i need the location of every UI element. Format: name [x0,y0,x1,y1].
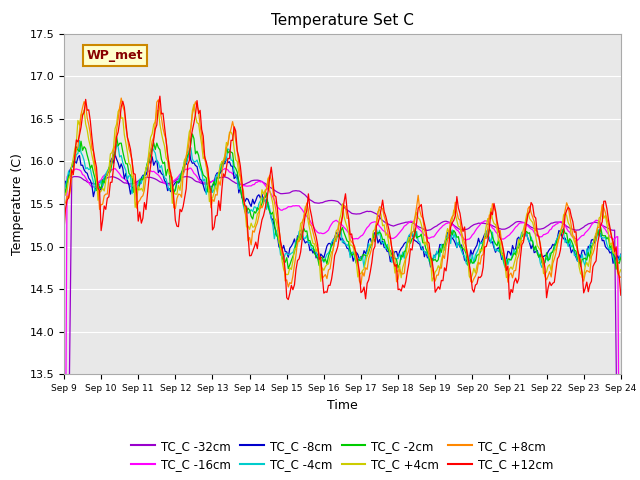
TC_C -2cm [76,149,83,155]
TC_C +12cm [617,292,625,298]
TC_C +8cm [412,214,419,219]
TC_C -2cm [617,255,625,261]
TC_C -16cm [397,228,405,233]
TC_C -16cm [550,223,558,228]
Line: TC_C +12cm: TC_C +12cm [64,96,621,300]
TC_C +4cm [552,247,559,252]
TC_C -8cm [186,148,193,154]
TC_C -8cm [410,236,417,242]
TC_C +4cm [190,101,198,107]
TC_C -2cm [397,252,405,258]
TC_C -8cm [164,188,172,193]
TC_C -16cm [379,227,387,233]
TC_C +8cm [117,95,125,101]
TC_C -4cm [552,239,559,244]
TC_C -4cm [77,150,85,156]
TC_C -2cm [410,236,417,241]
TC_C -32cm [165,180,173,186]
TC_C -16cm [76,167,83,173]
TC_C -2cm [379,237,387,242]
TC_C -8cm [617,251,625,257]
TC_C -4cm [397,257,405,263]
TC_C -32cm [379,217,387,223]
TC_C +8cm [284,284,292,290]
TC_C +4cm [617,267,625,273]
TC_C -4cm [379,241,387,247]
TC_C -2cm [60,183,68,189]
TC_C -16cm [410,219,417,225]
TC_C +12cm [399,282,406,288]
TC_C +8cm [399,271,406,277]
TC_C +12cm [284,297,292,302]
TC_C -8cm [397,245,405,251]
TC_C -2cm [164,167,172,172]
TC_C -16cm [187,165,195,171]
Line: TC_C +4cm: TC_C +4cm [64,104,621,281]
TC_C +12cm [60,227,68,233]
TC_C -32cm [77,175,85,180]
TC_C +12cm [156,93,164,99]
TC_C -8cm [60,190,68,195]
TC_C -4cm [538,264,546,270]
TC_C +8cm [617,274,625,280]
Line: TC_C -2cm: TC_C -2cm [64,134,621,269]
Line: TC_C -8cm: TC_C -8cm [64,151,621,267]
TC_C +4cm [164,158,172,164]
TC_C -4cm [76,138,83,144]
TC_C +8cm [60,200,68,205]
TC_C +8cm [380,213,388,219]
TC_C +12cm [380,209,388,215]
TC_C -16cm [164,182,172,188]
TC_C -4cm [410,234,417,240]
TC_C -32cm [71,174,79,180]
Line: TC_C +8cm: TC_C +8cm [64,98,621,287]
TC_C -4cm [617,252,625,258]
TC_C +12cm [165,165,173,171]
TC_C -8cm [552,239,559,245]
TC_C -8cm [76,153,83,158]
Y-axis label: Temperature (C): Temperature (C) [11,153,24,255]
TC_C +12cm [412,229,419,235]
TC_C -32cm [410,220,417,226]
TC_C +4cm [317,278,324,284]
TC_C +4cm [399,264,406,270]
TC_C +4cm [380,222,388,228]
Line: TC_C -4cm: TC_C -4cm [64,141,621,267]
TC_C +12cm [76,132,83,138]
TC_C +4cm [60,189,68,194]
Title: Temperature Set C: Temperature Set C [271,13,414,28]
TC_C +12cm [552,268,559,274]
TC_C -8cm [427,264,435,270]
Line: TC_C -32cm: TC_C -32cm [64,177,621,480]
TC_C +8cm [552,251,559,256]
TC_C +8cm [165,160,173,166]
TC_C -8cm [379,238,387,244]
TC_C -2cm [612,266,620,272]
Text: WP_met: WP_met [86,49,143,62]
TC_C -4cm [60,185,68,191]
TC_C +4cm [76,122,83,128]
TC_C +8cm [76,128,83,134]
X-axis label: Time: Time [327,399,358,412]
TC_C -4cm [165,187,173,193]
TC_C -32cm [550,219,558,225]
Line: TC_C -16cm: TC_C -16cm [64,168,621,480]
TC_C -2cm [550,242,558,248]
TC_C -32cm [397,221,405,227]
TC_C +4cm [412,215,419,220]
Legend: TC_C -32cm, TC_C -16cm, TC_C -8cm, TC_C -4cm, TC_C -2cm, TC_C +4cm, TC_C +8cm, T: TC_C -32cm, TC_C -16cm, TC_C -8cm, TC_C … [127,435,558,476]
TC_C -2cm [189,131,196,137]
